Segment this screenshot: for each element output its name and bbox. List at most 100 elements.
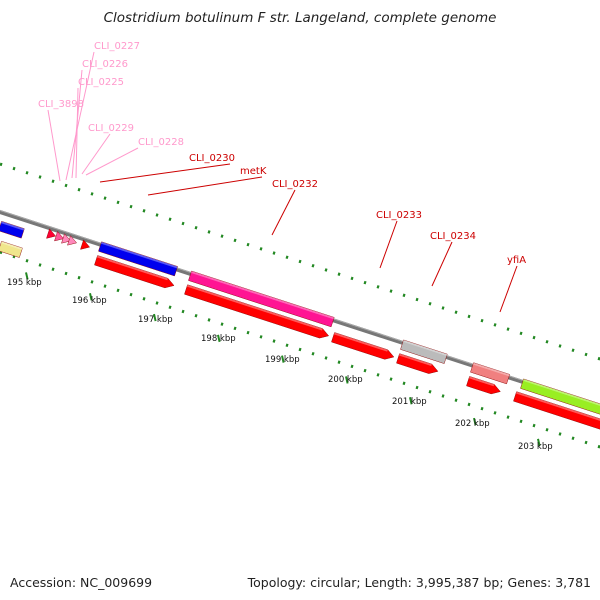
gc-dot-upper <box>272 251 276 255</box>
gc-dot-lower <box>324 356 328 360</box>
coordinate-ticks: 195 kbp 196 kbp 197 kbp 198 kbp 199 kbp 200 k… <box>7 272 553 452</box>
yellow-feature-left-shape <box>0 240 23 258</box>
gc-dot-upper <box>194 225 198 230</box>
gc-dot-lower <box>142 297 146 301</box>
gc-dot-lower <box>402 381 406 386</box>
gc-dot-lower <box>558 432 562 436</box>
major-tick <box>409 397 413 405</box>
cds-arrow-shine <box>515 391 600 422</box>
major-tick <box>25 272 29 280</box>
tick-label: 203 kbp <box>518 442 553 452</box>
gc-dot-upper <box>0 162 3 167</box>
cds-arrow <box>331 332 395 360</box>
blue-feature-shape <box>98 241 178 277</box>
grey-feature <box>400 339 448 364</box>
leader-line <box>47 109 61 182</box>
gc-dot-upper <box>454 310 458 314</box>
gc-dot-upper <box>51 179 55 184</box>
label-leaders <box>47 51 518 313</box>
yellow-feature-left <box>0 240 23 258</box>
lime-feature <box>520 378 600 417</box>
gc-dot-lower <box>428 389 432 394</box>
gc-dot-upper <box>155 213 159 217</box>
gc-dot-lower <box>493 411 497 415</box>
magenta-feature-shine <box>190 270 335 320</box>
grey-feature-shape <box>400 339 448 364</box>
gc-dot-upper <box>337 272 341 276</box>
gc-dot-lower <box>363 368 367 373</box>
gene-label: CLI_0225 <box>78 77 124 88</box>
gc-dot-upper <box>181 221 185 226</box>
gc-dot-upper <box>103 196 107 200</box>
gc-dot-lower <box>298 347 302 352</box>
small-cds-0-shape <box>46 228 56 239</box>
gc-dot-lower <box>220 322 224 326</box>
gc-dot-upper <box>220 234 224 238</box>
gc-dot-lower <box>272 339 276 343</box>
gc-dot-upper <box>25 171 29 175</box>
leader-line <box>85 147 139 176</box>
leader-line <box>499 265 518 313</box>
gc-dot-upper <box>311 263 315 268</box>
major-tick <box>537 438 541 447</box>
leader-line <box>431 241 453 287</box>
cds-arrow-shine <box>468 376 495 387</box>
gc-dot-lower <box>103 284 107 288</box>
tick-label: 196 kbp <box>72 296 107 306</box>
salmon-feature-shape <box>470 362 510 385</box>
gc-dot-upper <box>259 247 263 251</box>
gc-dot-upper <box>584 352 588 357</box>
gc-dot-upper <box>428 301 432 306</box>
leader-line <box>81 133 111 175</box>
gc-dot-lower <box>64 271 68 276</box>
gc-dot-lower <box>376 373 380 377</box>
map-title: Clostridium botulinum F str. Langeland, … <box>103 10 497 26</box>
cds-arrow-shape <box>466 376 501 395</box>
gene-label: yfiA <box>507 255 526 266</box>
gc-dot-lower <box>168 305 172 310</box>
cds-arrow-shine <box>186 284 323 331</box>
small-cds-4 <box>80 239 90 250</box>
gc-skew-dots <box>0 162 600 449</box>
gc-dot-upper <box>64 183 68 188</box>
gc-dot-lower <box>389 377 393 381</box>
lime-feature-shine <box>522 378 600 409</box>
small-cds-2 <box>61 233 71 244</box>
gene-label: CLI_3898 <box>38 99 84 110</box>
gc-dot-upper <box>415 297 419 302</box>
cds-arrow <box>94 255 175 289</box>
gc-dot-lower <box>311 351 315 356</box>
genome-meta-text: Topology: circular; Length: 3,995,387 bp… <box>247 575 591 590</box>
gc-dot-upper <box>77 187 81 192</box>
gc-dot-upper <box>12 166 16 171</box>
gc-dot-lower <box>584 440 588 445</box>
small-cds-3 <box>67 235 77 246</box>
gene-label: CLI_0230 <box>189 153 235 164</box>
cds-arrow-shape <box>184 284 330 339</box>
gene-label: CLI_0228 <box>138 137 184 148</box>
salmon-feature <box>470 362 510 385</box>
gc-dot-upper <box>285 255 289 260</box>
gc-dot-lower <box>467 402 471 407</box>
gc-dot-lower <box>25 259 29 263</box>
small-cds-1 <box>54 231 64 242</box>
tick-label: 199 kbp <box>265 355 300 365</box>
gc-dot-lower <box>532 423 536 428</box>
yellow-feature-left-shine <box>0 241 23 250</box>
gc-dot-upper <box>116 200 120 205</box>
gc-dot-lower <box>571 436 575 441</box>
small-cds-2-shape <box>61 233 71 244</box>
cds-arrow-shape <box>513 391 600 430</box>
gc-dot-upper <box>142 209 146 213</box>
gc-dot-upper <box>441 306 445 310</box>
gene-label: CLI_0234 <box>430 231 476 242</box>
leader-line <box>99 163 231 183</box>
tick-label: 201 kbp <box>392 397 427 407</box>
gc-dot-upper <box>402 293 406 298</box>
cds-arrow <box>396 353 439 374</box>
cds-arrow-shine <box>96 255 168 281</box>
gene-label: metK <box>240 166 267 177</box>
major-tick <box>217 334 221 343</box>
gc-dot-upper <box>90 192 94 196</box>
